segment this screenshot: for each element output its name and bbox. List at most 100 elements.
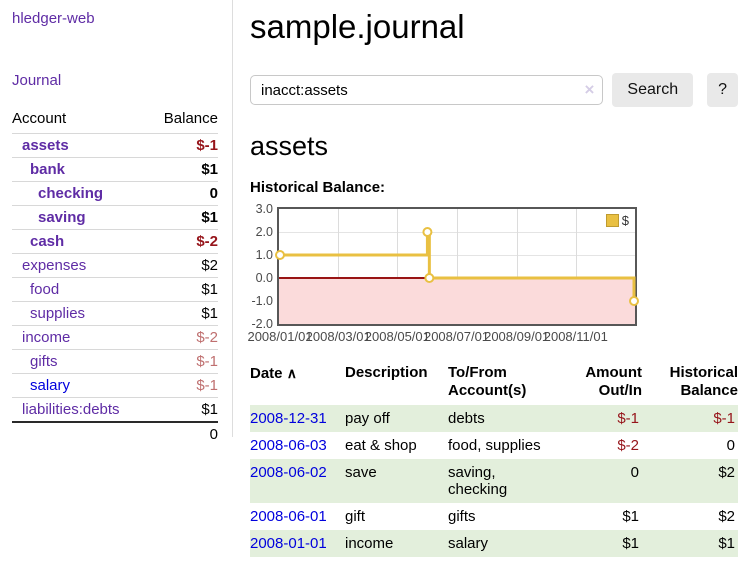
account-row: gifts $-1 (12, 349, 218, 374)
account-row: saving $1 (12, 205, 218, 230)
sidebar-item-journal[interactable]: Journal (12, 72, 62, 89)
y-tick-label: 2.0 (255, 225, 273, 239)
account-row: food $1 (12, 277, 218, 302)
account-balance: $-1 (148, 133, 218, 158)
data-point-marker (275, 250, 285, 260)
account-link[interactable]: food (30, 281, 60, 298)
legend-label: $ (621, 213, 629, 228)
y-tick-label: 1.0 (255, 248, 273, 262)
balance-step-line (280, 230, 636, 301)
accounts-table-body: assets $-1 bank $1 checking 0 saving $1 … (12, 133, 218, 422)
account-balance: $-1 (148, 349, 218, 374)
account-link[interactable]: assets (22, 137, 69, 154)
account-link[interactable]: gifts (30, 353, 58, 370)
account-row: expenses $2 (12, 253, 218, 278)
account-row: checking 0 (12, 181, 218, 206)
transaction-amount: $-2 (617, 437, 639, 454)
account-link[interactable]: supplies (30, 305, 86, 322)
data-point-marker (629, 296, 639, 306)
account-link[interactable]: checking (38, 185, 104, 202)
y-tick-label: 3.0 (255, 202, 273, 216)
x-tick-label: 2008/01/01 (247, 329, 313, 344)
negative-region (279, 279, 635, 324)
transaction-balance: 0 (726, 437, 735, 454)
account-link[interactable]: liabilities:debts (22, 401, 120, 418)
register-header-balance: Historical Balance (669, 364, 738, 399)
accounts-header-account: Account (12, 110, 67, 127)
account-link[interactable]: salary (30, 377, 71, 394)
chart-legend: $ (605, 213, 629, 228)
transaction-amount: $-1 (560, 405, 642, 432)
y-tick-label: -1.0 (251, 294, 273, 308)
transaction-balance: $2 (718, 508, 735, 525)
transaction-amount: $1 (560, 530, 642, 557)
transaction-row: 2008-01-01 income salary $1 $1 (250, 530, 738, 557)
transaction-date-link[interactable]: 2008-06-02 (250, 464, 327, 481)
x-tick-label: 2008/05/01 (364, 329, 430, 344)
gridline (338, 209, 339, 324)
accounts-total-value: 0 (148, 421, 218, 446)
y-tick-label: 0.0 (255, 271, 273, 285)
transaction-date-link[interactable]: 2008-06-01 (250, 508, 327, 525)
transaction-description: income (345, 530, 448, 557)
accounts-header-balance: Balance (163, 110, 218, 127)
account-balance: $1 (148, 205, 218, 230)
account-link[interactable]: income (22, 329, 71, 346)
account-balance: $1 (148, 301, 218, 326)
transaction-description: gift (345, 508, 366, 525)
x-tick-label: 2008/03/01 (305, 329, 371, 344)
sidebar: hledger-web Journal Account Balance asse… (0, 0, 233, 446)
account-balance: $1 (148, 277, 218, 302)
gridline (457, 209, 458, 324)
chart-line-layer (275, 227, 639, 306)
transaction-row: 2008-06-03 eat & shop food, supplies $-2… (250, 432, 738, 459)
transaction-balance: $1 (642, 530, 738, 557)
chart-plot-area: $ (275, 207, 639, 326)
search-input[interactable] (250, 75, 604, 105)
account-link[interactable]: expenses (22, 257, 87, 274)
search-bar: × Search ? (250, 73, 738, 107)
sort-ascending-icon: ∧ (286, 365, 297, 381)
transaction-date-link[interactable]: 2008-06-03 (250, 437, 327, 454)
register-header-amount: Amount Out/In (585, 364, 642, 399)
account-row: income $-2 (12, 325, 218, 350)
transaction-date-link[interactable]: 2008-01-01 (250, 535, 327, 552)
account-balance: $-1 (148, 373, 218, 398)
transaction-balance: $2 (642, 459, 738, 503)
data-point-marker (422, 227, 433, 237)
account-balance: $-2 (148, 229, 218, 254)
account-heading: assets (250, 131, 329, 161)
clear-search-icon[interactable]: × (584, 80, 595, 99)
transaction-description: pay off (345, 405, 448, 432)
account-balance: $1 (148, 397, 218, 422)
transaction-date-link[interactable]: 2008-12-31 (250, 410, 327, 427)
transaction-amount: 0 (560, 459, 642, 503)
transaction-accounts: salary (448, 530, 560, 557)
x-tick-label: 2008/11/01 (543, 329, 608, 344)
register-header-date[interactable]: Date ∧ (250, 365, 297, 382)
chart-title: Historical Balance: (250, 179, 386, 196)
transaction-description: save (345, 459, 448, 503)
search-button[interactable]: Search (612, 73, 694, 107)
legend-swatch (605, 214, 619, 227)
account-link[interactable]: saving (38, 209, 86, 226)
transaction-accounts: saving, checking (448, 459, 560, 503)
account-row: liabilities:debts $1 (12, 397, 218, 422)
app-brand-link[interactable]: hledger-web (12, 10, 95, 27)
x-tick-label: 2008/09/01 (484, 329, 550, 344)
transaction-accounts: food, supplies (448, 437, 541, 454)
account-row: cash $-2 (12, 229, 218, 254)
accounts-table: Account Balance assets $-1 bank $1 check… (12, 110, 218, 446)
transaction-amount: $1 (622, 508, 639, 525)
gridline (576, 209, 577, 324)
account-link[interactable]: bank (30, 161, 66, 178)
transaction-accounts: debts (448, 405, 560, 432)
transaction-accounts: gifts (448, 508, 476, 525)
help-button[interactable]: ? (707, 73, 738, 107)
page-title: sample.journal (250, 8, 465, 45)
transaction-row: 2008-12-31 pay off debts $-1 $-1 (250, 405, 738, 432)
transaction-balance: $-1 (642, 405, 738, 432)
main-content: sample.journal × Search ? assets Histori… (247, 0, 738, 557)
account-link[interactable]: cash (30, 233, 65, 250)
data-point-marker (424, 273, 435, 283)
